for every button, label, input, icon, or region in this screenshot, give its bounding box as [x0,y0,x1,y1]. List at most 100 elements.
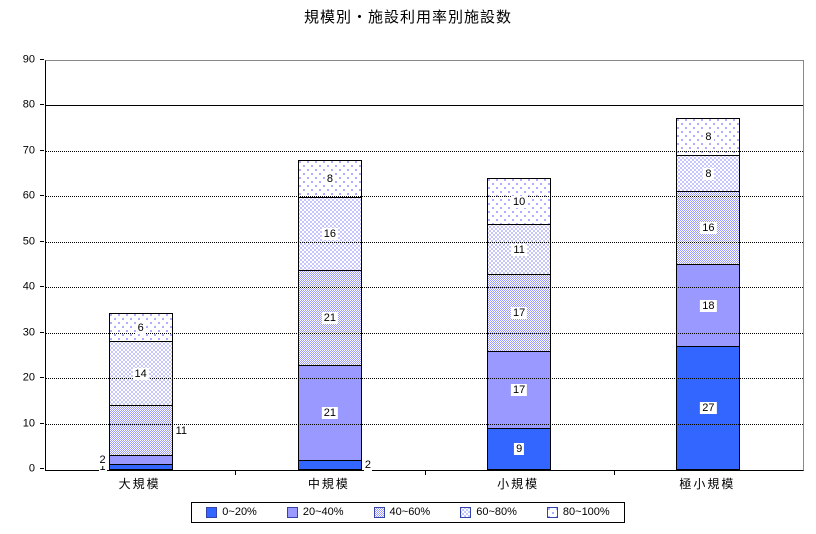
data-label: 17 [511,307,527,319]
bar-segment[interactable]: 9 [488,428,550,469]
x-axis-label-4: 極小規模 [613,475,802,492]
legend-item[interactable]: 80~100% [547,507,610,518]
bar-segment[interactable]: 6 [110,314,172,341]
data-label: 11 [175,425,188,437]
legend-item[interactable]: 20~40% [287,507,344,518]
legend-item[interactable]: 40~60% [374,507,431,518]
legend-label: 0~20% [222,507,257,518]
bar-segment[interactable]: 17 [488,351,550,428]
bar-segment[interactable]: 16 [299,197,361,270]
data-label: 8 [703,131,713,143]
bar-segment[interactable]: 18 [677,264,739,346]
stacked-bar[interactable]: 9 17 17 11 10 [487,178,551,470]
y-axis-label: 40 [23,282,35,293]
bar-segment[interactable]: 2 [299,460,361,469]
data-label: 14 [133,368,149,380]
y-axis-label: 20 [23,373,35,384]
data-label: 16 [322,228,338,240]
x-axis-label-2: 中規模 [234,475,423,492]
gridline-60 [46,196,803,197]
bar-segment[interactable]: 14 [110,341,172,405]
data-label: 2 [99,454,107,466]
y-axis-label: 30 [23,327,35,338]
x-axis-label-1: 大規模 [45,475,234,492]
chart-window: 規模別・施設利用率別施設数 0102030405060708090 121114… [0,0,816,534]
y-axis-tick [40,195,44,196]
data-label: 16 [700,222,716,234]
y-axis-tick [40,59,44,60]
y-axis-tick [40,423,44,424]
legend-swatch-icon [460,507,471,518]
legend-swatch-icon [206,507,217,518]
gridline-30 [46,333,803,334]
y-axis-tick [40,286,44,287]
y-axis-tick [40,332,44,333]
gridline-40 [46,287,803,288]
stacked-bar[interactable]: 1211 14 6 [109,313,173,470]
y-axis-label: 70 [23,145,35,156]
bar-segment[interactable]: 8 [677,119,739,155]
bar-segment[interactable]: 21 [299,270,361,365]
legend-label: 40~60% [390,507,431,518]
bar-segment[interactable]: 11 [110,405,172,455]
gridline-10 [46,424,803,425]
chart-title: 規模別・施設利用率別施設数 [0,6,816,27]
y-axis-label: 0 [29,464,35,475]
x-axis: 大規模中規模小規模極小規模 [45,475,802,492]
gridline-70 [46,151,803,152]
gridline-50 [46,242,803,243]
legend-label: 80~100% [563,507,610,518]
bar-slot-4: 27 18 16 8 8 [614,61,803,470]
data-label: 21 [322,312,338,324]
bar-segment[interactable]: 10 [488,179,550,224]
legend: 0~20% 20~40% 40~60% 60~80% 80~100% [191,502,624,523]
bar-slot-3: 9 17 17 11 10 [425,61,614,470]
bar-slot-2: 2 21 21 16 8 [235,61,424,470]
data-label: 27 [700,402,716,414]
gridline-20 [46,378,803,379]
bar-slot-1: 1211146 [46,61,235,470]
data-label: 11 [511,244,526,256]
bars-container: 12111462212116891717111027181688 [46,61,803,470]
legend-label: 20~40% [303,507,344,518]
bar-segment[interactable]: 8 [677,155,739,191]
bar-segment[interactable]: 11 [488,224,550,274]
legend-swatch-icon [374,507,385,518]
y-axis-label: 80 [23,100,35,111]
bar-segment[interactable]: 27 [677,346,739,469]
bar-segment[interactable]: 1 [110,464,172,469]
data-label: 9 [514,443,524,455]
bar-segment[interactable]: 17 [488,274,550,351]
data-label: 6 [136,322,146,334]
legend-swatch-icon [287,507,298,518]
legend-wrap: 0~20% 20~40% 40~60% 60~80% 80~100% [0,502,816,523]
legend-swatch-icon [547,507,558,518]
y-axis: 0102030405060708090 [0,60,44,469]
data-label: 2 [364,459,372,471]
data-label: 10 [511,196,527,208]
y-axis-tick [40,468,44,469]
stacked-bar[interactable]: 27 18 16 8 8 [676,118,740,470]
bar-segment[interactable]: 16 [677,191,739,264]
y-axis-tick [40,241,44,242]
y-axis-label: 60 [23,191,35,202]
y-axis-tick [40,150,44,151]
data-label: 21 [322,407,338,419]
bar-segment[interactable]: 8 [299,161,361,197]
legend-label: 60~80% [476,507,517,518]
plot-area: 12111462212116891717111027181688 [45,60,804,471]
data-label: 8 [703,168,713,180]
x-axis-label-3: 小規模 [424,475,613,492]
data-label: 8 [325,173,335,185]
y-axis-label: 90 [23,55,35,66]
data-label: 17 [511,384,527,396]
data-label: 18 [700,300,716,312]
y-axis-label: 50 [23,236,35,247]
y-axis-tick [40,377,44,378]
y-axis-tick [40,104,44,105]
legend-item[interactable]: 0~20% [206,507,257,518]
bar-segment[interactable]: 21 [299,365,361,460]
legend-item[interactable]: 60~80% [460,507,517,518]
y-axis-label: 10 [23,418,35,429]
bar-segment[interactable]: 2 [110,455,172,464]
